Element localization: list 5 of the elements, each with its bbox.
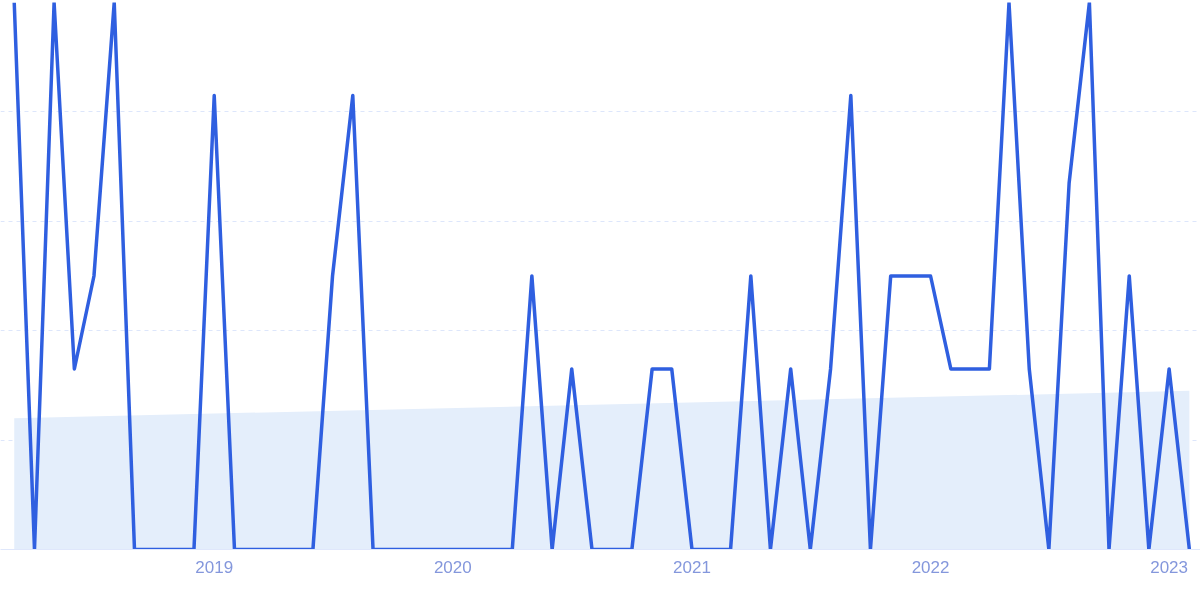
x-tick-label: 2023 xyxy=(1150,557,1189,577)
x-tick-label: 2020 xyxy=(433,557,472,577)
x-tick-label: 2022 xyxy=(911,557,950,577)
x-tick-label: 2021 xyxy=(673,557,711,577)
x-tick-label: 2019 xyxy=(195,557,234,577)
